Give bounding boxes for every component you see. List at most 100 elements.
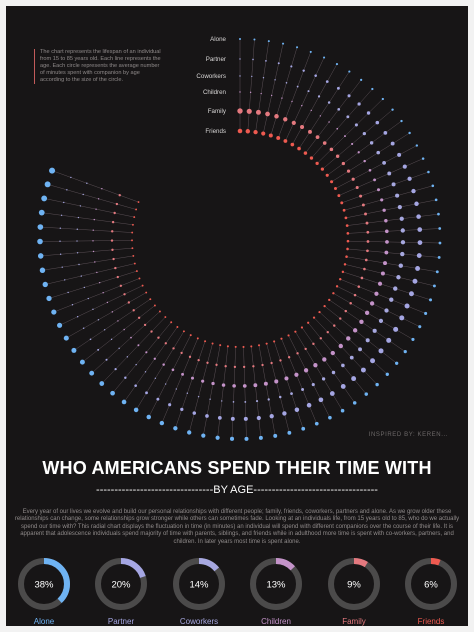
companion-dot-friends [303,151,308,155]
companion-dot-children [162,363,165,366]
companion-dot-friends [245,129,251,134]
companion-dot-children [153,357,156,360]
age-spoke [41,212,133,226]
companion-dot-partner [59,240,61,242]
companion-dot-coworkers [395,193,400,198]
companion-dot-partner [64,279,66,281]
companion-dot-alone [38,209,45,216]
companion-dot-children [284,376,289,381]
companion-dot-friends [342,208,346,212]
age-spoke [101,316,166,384]
companion-dot-alone [352,401,357,405]
companion-dot-children [95,208,97,210]
companion-dot-alone [110,390,115,396]
companion-dot-friends [133,262,136,265]
companion-dot-coworkers [79,205,82,207]
companion-dot-family [157,336,160,339]
companion-dot-alone [57,322,63,328]
companion-dot-friends [189,334,192,337]
companion-dot-family [304,347,307,351]
companion-dot-alone [41,195,48,202]
companion-dot-coworkers [164,383,167,385]
companion-dot-friends [335,285,339,288]
companion-dot-children [377,188,381,192]
companion-dot-friends [343,263,347,266]
companion-dot-coworkers [186,392,189,394]
companion-dot-partner [416,253,422,258]
companion-dot-family [132,309,135,312]
companion-dot-friends [149,298,152,301]
companion-dot-children [338,343,343,349]
companion-dot-children [270,94,273,97]
companion-dot-alone [432,284,436,288]
companion-dot-alone [99,381,105,386]
donut-label: Coworkers [179,617,219,626]
companion-dot-partner [416,214,421,219]
companion-dot-children [364,310,370,315]
age-spoke [231,346,236,439]
companion-dot-partner [408,291,414,297]
age-spoke [346,256,438,273]
donut-alone: 38% Alone [9,556,79,626]
companion-dot-family [364,258,368,262]
companion-dot-coworkers [77,216,80,219]
age-spoke [338,158,424,196]
companion-dot-coworkers [83,286,86,289]
companion-dot-partner [282,411,287,416]
companion-dot-children [359,319,364,324]
companion-dot-friends [164,316,167,319]
companion-dot-family [215,363,218,366]
companion-dot-alone [421,157,425,160]
companion-dot-partner [306,402,312,408]
companion-dot-partner [156,397,160,401]
age-spoke [203,345,221,436]
companion-dot-partner [302,69,305,72]
donut-arc [95,558,147,610]
companion-dot-family [111,230,114,233]
age-spoke [66,292,147,339]
companion-dot-partner [243,416,248,421]
companion-dot-family [346,169,351,173]
companion-dot-alone [71,347,77,353]
companion-dot-friends [344,216,348,220]
companion-dot-family [206,361,209,364]
companion-dot-friends [135,270,138,273]
age-spoke [42,255,134,271]
poster-description: Every year of our lives we evolve and bu… [14,509,460,545]
age-spoke [344,264,435,287]
companion-dot-coworkers [317,95,321,98]
companion-dot-friends [253,129,258,135]
companion-dot-children [368,168,372,172]
companion-dot-partner [357,102,361,106]
companion-dot-children [94,261,96,263]
age-spoke [285,57,325,142]
companion-dot-family [339,317,342,320]
companion-dot-friends [268,133,273,138]
companion-dot-coworkers [290,392,293,396]
age-spoke [53,278,140,313]
companion-dot-family [224,365,227,368]
donut-label: Children [261,617,291,626]
companion-dot-coworkers [92,308,94,311]
age-spoke [45,263,135,285]
companion-dot-coworkers [346,115,350,119]
companion-dot-alone [328,415,332,420]
companion-dot-family [233,365,237,369]
companion-dot-friends [250,345,253,348]
companion-dot-family [188,355,192,358]
age-spoke [48,270,137,299]
companion-dot-family [110,239,114,242]
companion-dot-partner [393,326,399,332]
companion-dot-alone [364,392,368,396]
companion-dot-alone [44,181,51,188]
companion-dot-friends [153,304,156,307]
companion-dot-coworkers [154,377,157,379]
age-spoke [266,343,290,433]
companion-dot-children [145,351,148,354]
companion-dot-partner [415,266,420,271]
donut-percent: 38% [34,580,54,591]
companion-dot-alone [133,407,139,413]
companion-dot-partner [76,315,79,318]
companion-dot-children [221,383,226,387]
companion-dot-family [360,276,364,280]
